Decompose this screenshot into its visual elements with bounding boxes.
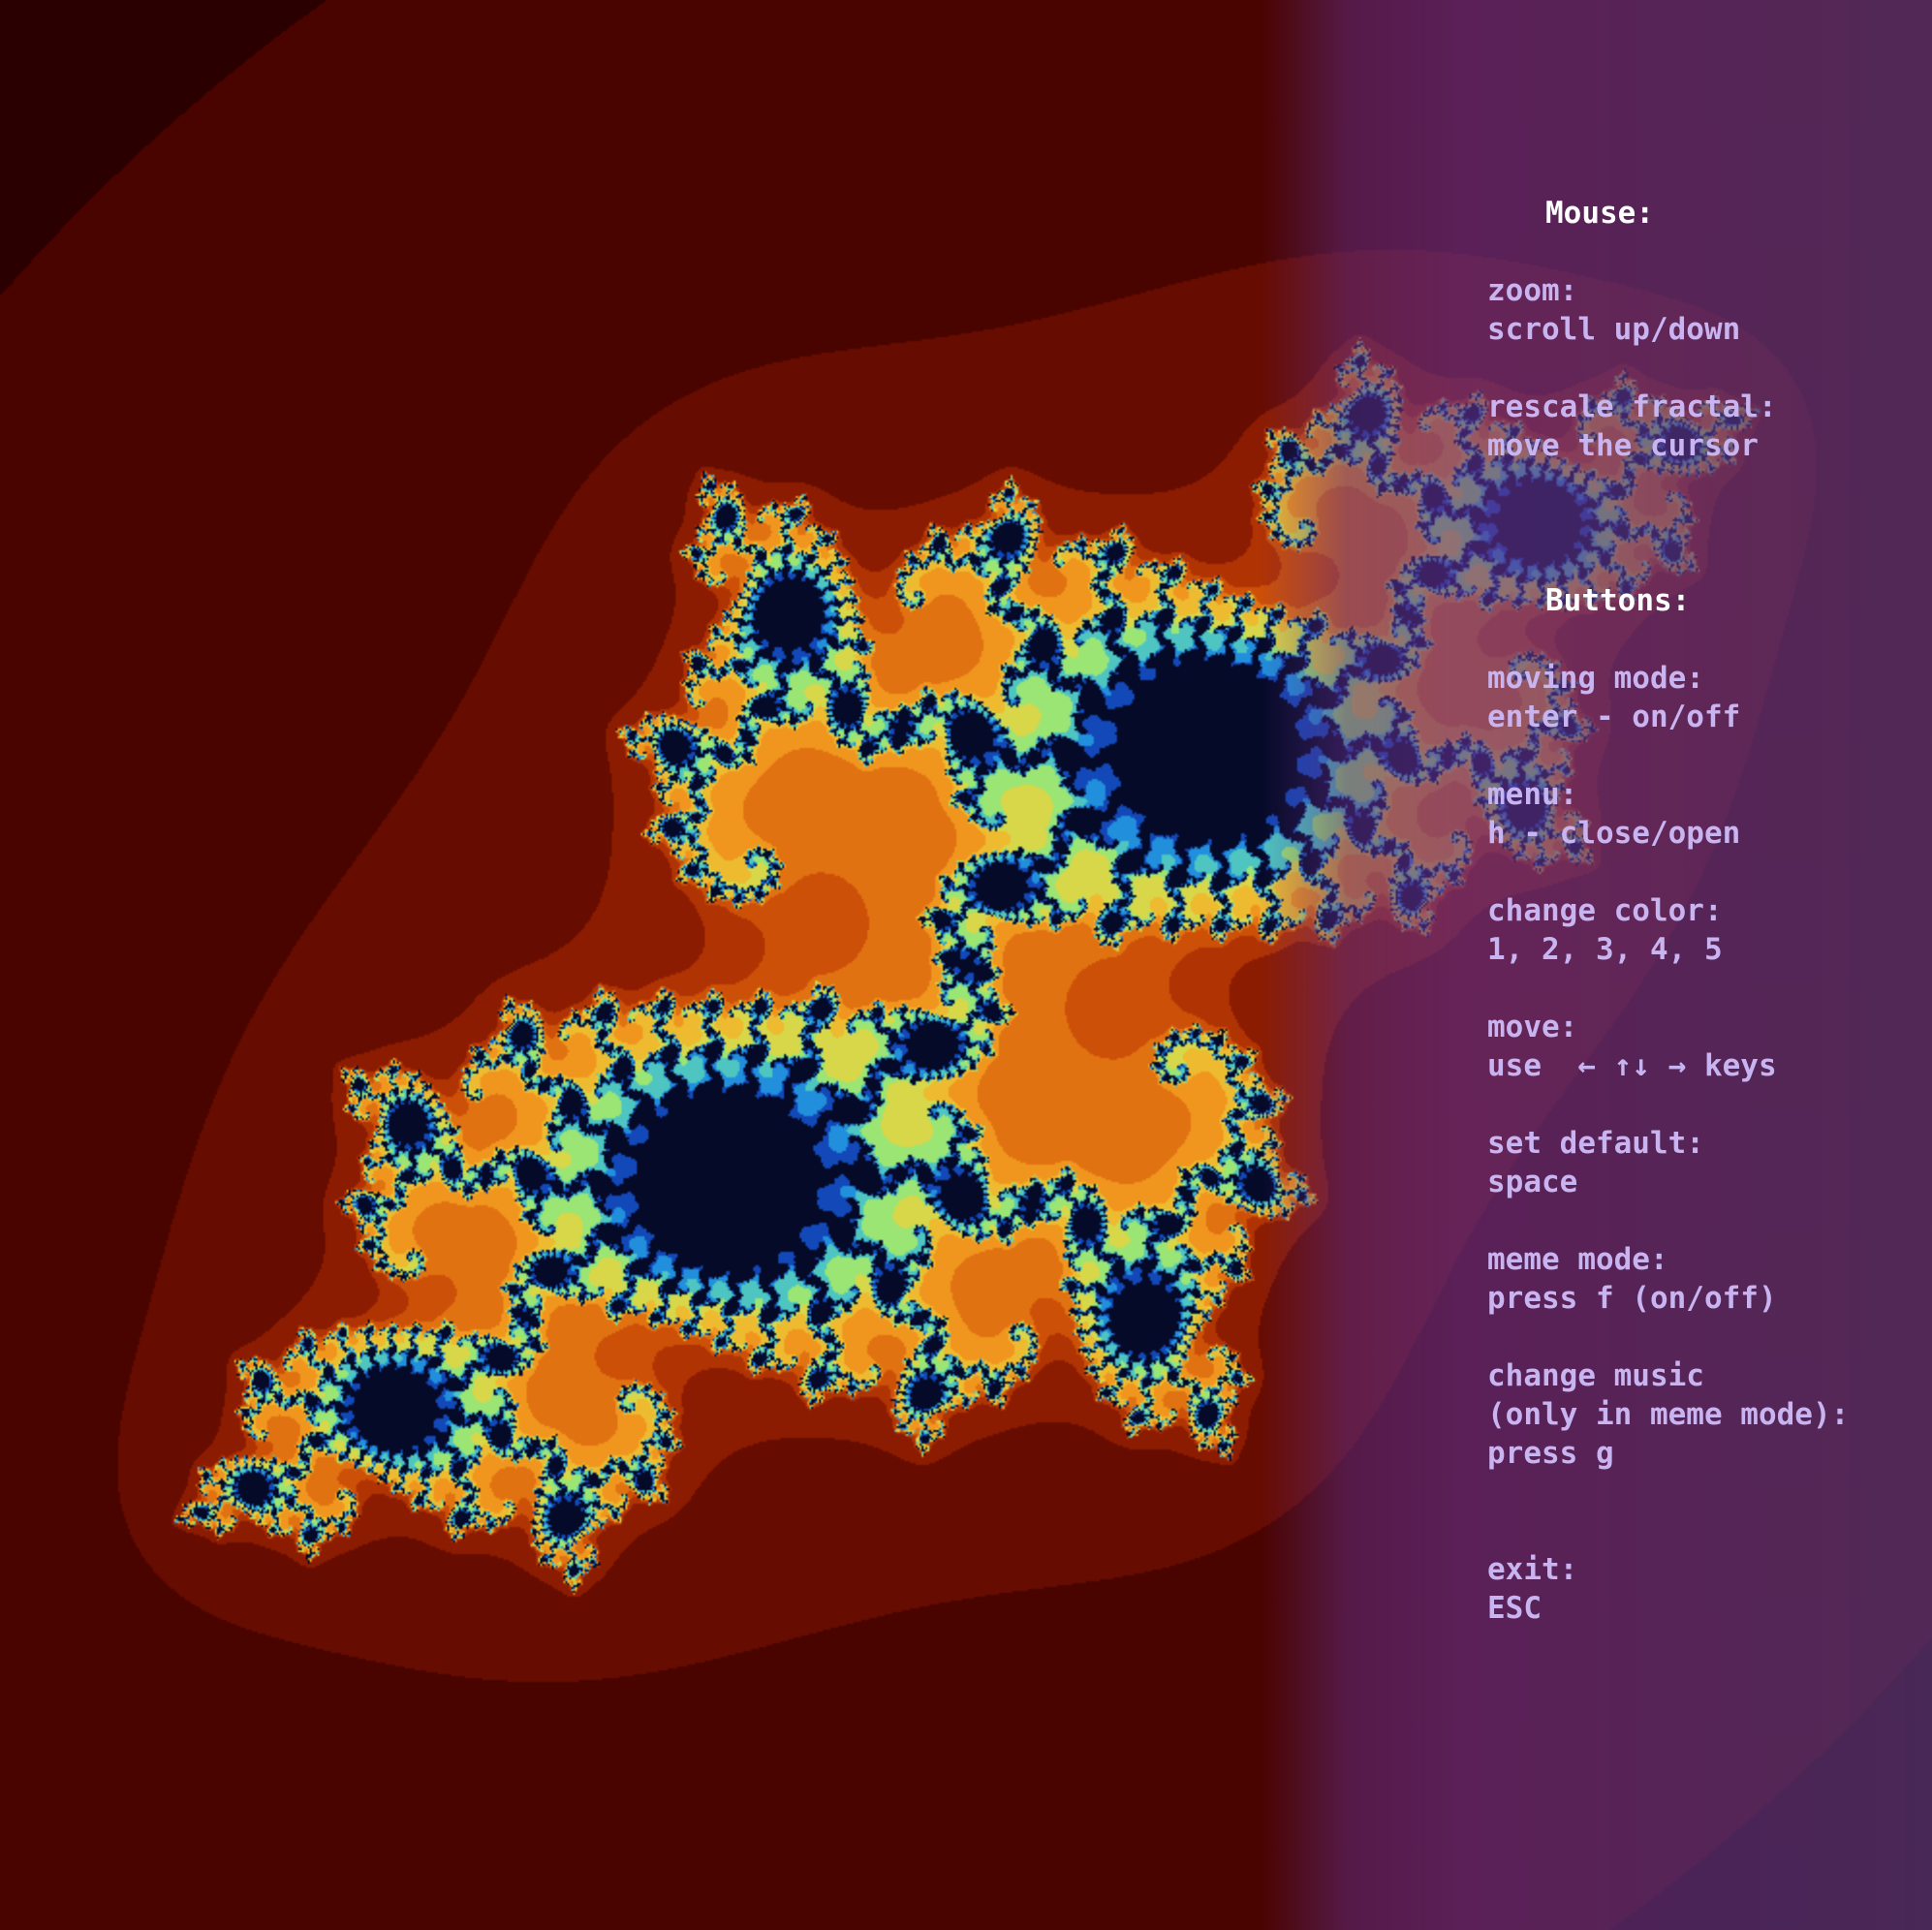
rescale-label: rescale fractal: <box>1487 389 1777 424</box>
moving-mode-instruction: enter - on/off <box>1487 700 1741 734</box>
meme-mode-instruction: press f (on/off) <box>1487 1281 1777 1316</box>
change-music-note: (only in meme mode): <box>1487 1397 1850 1432</box>
zoom-instruction: scroll up/down <box>1487 312 1741 347</box>
moving-mode-label: moving mode: <box>1487 661 1704 696</box>
menu-toggle-instruction: h - close/open <box>1487 816 1741 851</box>
move-label: move: <box>1487 1010 1578 1044</box>
exit-instruction: ESC <box>1487 1591 1542 1626</box>
mouse-section-heading: Mouse: <box>1545 196 1654 231</box>
exit-label: exit: <box>1487 1552 1578 1587</box>
rescale-instruction: move the cursor <box>1487 428 1759 463</box>
zoom-label: zoom: <box>1487 273 1578 308</box>
arrow-keys-icon: ← ↑↓ → <box>1577 1048 1687 1083</box>
buttons-section-heading: Buttons: <box>1545 583 1691 618</box>
menu-toggle-label: menu: <box>1487 777 1578 812</box>
change-color-label: change color: <box>1487 893 1723 928</box>
set-default-instruction: space <box>1487 1165 1578 1199</box>
move-instruction: use ← ↑↓ → keys <box>1487 1046 1777 1085</box>
move-instruction-suffix: keys <box>1686 1048 1777 1083</box>
change-music-label: change music <box>1487 1358 1704 1393</box>
meme-mode-label: meme mode: <box>1487 1242 1668 1277</box>
help-menu-panel <box>1260 0 1932 1930</box>
move-instruction-prefix: use <box>1487 1048 1578 1083</box>
change-color-instruction: 1, 2, 3, 4, 5 <box>1487 932 1723 967</box>
change-music-instruction: press g <box>1487 1436 1614 1471</box>
set-default-label: set default: <box>1487 1126 1704 1161</box>
